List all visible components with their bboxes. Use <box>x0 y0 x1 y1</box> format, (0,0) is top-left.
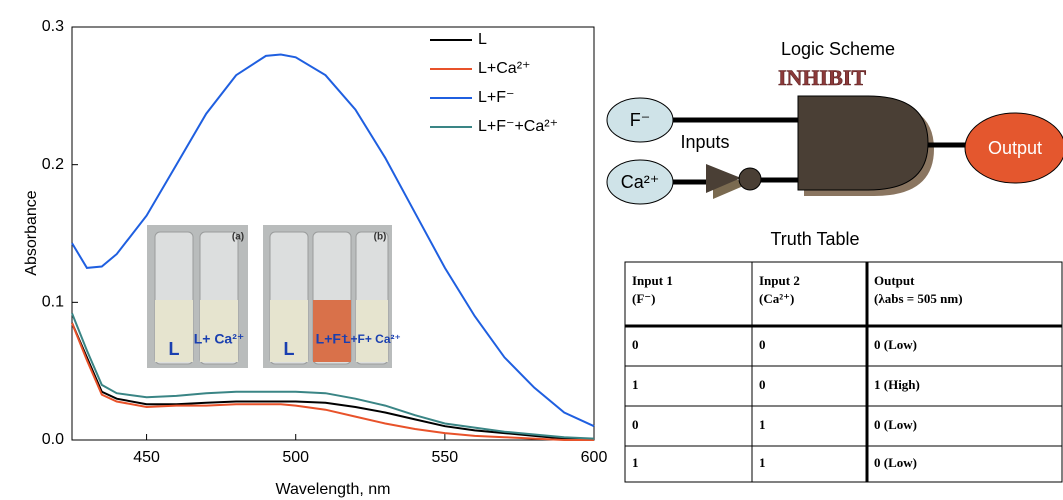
inset-label: (a) <box>232 232 244 243</box>
logic-diagram <box>606 95 1063 205</box>
header-cell: Input 1 <box>632 273 673 288</box>
header-cell: (Ca²⁺) <box>759 291 794 306</box>
x-axis-label: Wavelength, nm <box>275 481 390 498</box>
table-title: Truth Table <box>770 229 859 249</box>
truth-table: Input 1 (F⁻) Input 2 (Ca²⁺) Output (λabs = 50… <box>624 261 1063 483</box>
input-1: F⁻ <box>630 110 651 130</box>
output-label: Output <box>988 138 1042 158</box>
x-tick-label: 500 <box>282 449 309 466</box>
table-cell: 0 <box>632 337 639 352</box>
inset-label: L <box>284 339 295 359</box>
table-cell: 0 <box>759 337 766 352</box>
x-tick-label: 600 <box>581 449 608 466</box>
plot-frame <box>71 26 595 441</box>
legend-label: L+Ca²⁺ <box>478 60 530 77</box>
series-line <box>71 322 594 441</box>
series-line <box>71 312 595 440</box>
header-cell: Input 2 <box>759 273 800 288</box>
y-tick-label: 0.1 <box>42 294 64 311</box>
inset-label: L <box>169 339 180 359</box>
table-cell: 1 <box>759 455 766 470</box>
x-tick-label: 450 <box>133 449 160 466</box>
photo-inset <box>147 225 392 368</box>
inset-label: (b) <box>374 232 387 243</box>
table-cell: 0 (Low) <box>874 455 917 470</box>
input-2: Ca²⁺ <box>621 172 660 192</box>
table-cell: 0 (Low) <box>874 337 917 352</box>
inset-label: L+F+ Ca²⁺ <box>343 332 401 346</box>
gate-label: INHIBIT <box>778 65 866 90</box>
table-cell: 1 <box>632 455 639 470</box>
scheme-title: Logic Scheme <box>781 39 895 59</box>
header-cell: (λabs = 505 nm) <box>874 291 963 306</box>
table-cell: 0 (Low) <box>874 417 917 432</box>
legend-label: L+F⁻ <box>478 89 514 106</box>
header-cell: (F⁻) <box>632 291 655 306</box>
series-line <box>71 53 595 428</box>
table-cell: 0 <box>632 417 639 432</box>
inset-label: L+ Ca²⁺ <box>194 331 245 347</box>
header-cell: Output <box>874 273 915 288</box>
legend-label: L <box>478 31 487 48</box>
table-cell: 0 <box>759 377 766 392</box>
y-tick-label: 0.0 <box>42 431 64 448</box>
series-line <box>71 322 595 441</box>
y-tick-label: 0.2 <box>42 156 64 173</box>
inset-label: L+F⁻ <box>316 331 349 347</box>
legend-label: L+F⁻+Ca²⁺ <box>478 118 558 135</box>
table-cell: 1 <box>632 377 639 392</box>
table-cell: 1 <box>759 417 766 432</box>
y-axis-label: Absorbance <box>23 190 40 275</box>
y-tick-label: 0.3 <box>42 18 64 35</box>
table-cell: 1 (High) <box>874 377 920 392</box>
inputs-label: Inputs <box>680 132 729 152</box>
x-tick-label: 550 <box>432 449 459 466</box>
